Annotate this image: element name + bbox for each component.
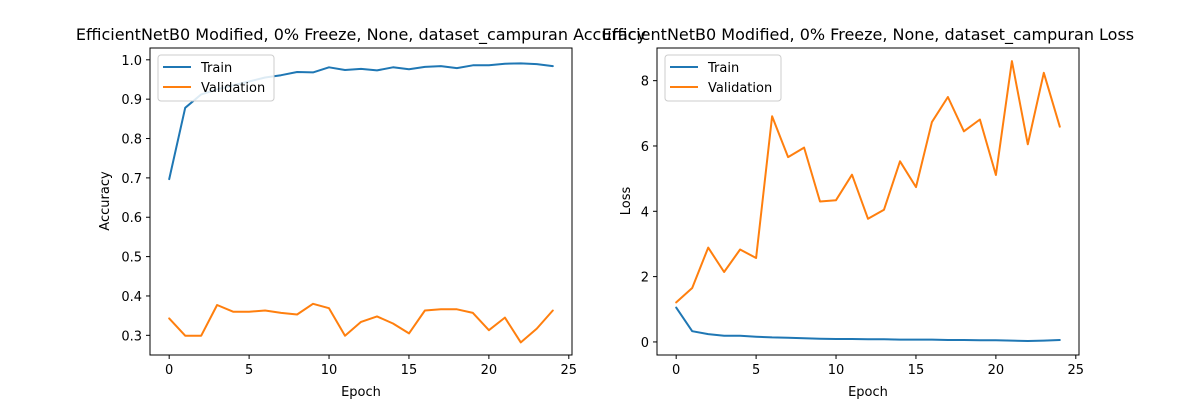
y-tick-label: 1.0 xyxy=(121,54,142,69)
chart-title: EfficientNetB0 Modified, 0% Freeze, None… xyxy=(76,25,646,45)
y-tick-label: 6 xyxy=(641,140,649,155)
axes-frame xyxy=(656,47,1080,356)
loss-chart: EfficientNetB0 Modified, 0% Freeze, None… xyxy=(602,25,1134,400)
x-tick-label: 10 xyxy=(321,363,338,378)
y-tick-label: 0.6 xyxy=(121,211,142,226)
x-tick-label: 15 xyxy=(908,363,925,378)
x-tick-label: 20 xyxy=(988,363,1005,378)
axes-frame xyxy=(149,47,573,356)
legend: Train Validation xyxy=(157,54,275,102)
x-tick-label: 5 xyxy=(245,363,253,378)
y-tick-label: 2 xyxy=(641,271,649,286)
y-axis-label: Loss xyxy=(619,187,634,216)
x-axis-label: Epoch xyxy=(341,385,381,400)
y-tick-label: 0.8 xyxy=(121,133,142,148)
x-tick-label: 0 xyxy=(672,363,680,378)
y-tick-label: 0.5 xyxy=(121,251,142,266)
y-tick-label: 0.7 xyxy=(121,172,142,187)
y-tick-label: 0.3 xyxy=(121,329,142,344)
accuracy-chart: EfficientNetB0 Modified, 0% Freeze, None… xyxy=(76,25,646,400)
legend-train-label: Train xyxy=(200,61,232,76)
series-line-validation xyxy=(675,60,1061,304)
series-line-validation xyxy=(168,302,554,344)
chart-title: EfficientNetB0 Modified, 0% Freeze, None… xyxy=(602,25,1134,45)
legend-validation-label: Validation xyxy=(201,81,265,96)
y-tick-label: 0 xyxy=(641,336,649,351)
x-tick-label: 15 xyxy=(401,363,418,378)
plot-area: 0 5 10 15 20 25 0 2 4 6 8 xyxy=(641,47,1085,378)
y-axis-label: Accuracy xyxy=(98,171,113,231)
plot-area: 0 5 10 15 20 25 0.3 0.4 0.5 0.6 0.7 0.8 0.9 1.0 xyxy=(121,47,578,378)
y-tick-label: 0.4 xyxy=(121,290,142,305)
x-tick-label: 10 xyxy=(828,363,845,378)
x-axis-label: Epoch xyxy=(848,385,888,400)
x-tick-label: 20 xyxy=(481,363,498,378)
legend-train-label: Train xyxy=(707,61,739,76)
legend: Train Validation xyxy=(664,54,782,102)
x-tick-label: 5 xyxy=(752,363,760,378)
x-tick-label: 0 xyxy=(165,363,173,378)
y-tick-label: 0.9 xyxy=(121,93,142,108)
legend-validation-label: Validation xyxy=(708,81,772,96)
y-tick-label: 4 xyxy=(641,205,649,220)
series-line-train xyxy=(675,306,1061,342)
y-tick-label: 8 xyxy=(641,75,649,90)
x-tick-label: 25 xyxy=(561,363,578,378)
x-tick-label: 25 xyxy=(1068,363,1085,378)
